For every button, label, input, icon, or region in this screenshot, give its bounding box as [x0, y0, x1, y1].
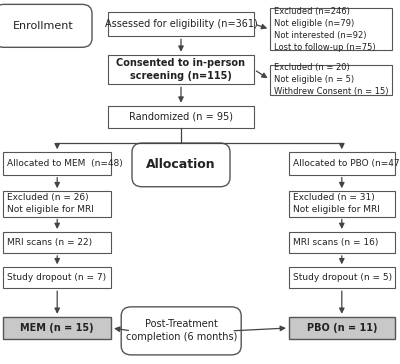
Text: Consented to in-person
screening (n=115): Consented to in-person screening (n=115)	[116, 58, 246, 81]
Text: MRI scans (n = 16): MRI scans (n = 16)	[293, 238, 378, 247]
FancyBboxPatch shape	[3, 152, 111, 175]
FancyBboxPatch shape	[108, 12, 254, 36]
FancyBboxPatch shape	[121, 307, 241, 355]
Text: Randomized (n = 95): Randomized (n = 95)	[129, 112, 233, 122]
FancyBboxPatch shape	[132, 143, 230, 187]
FancyBboxPatch shape	[289, 191, 395, 217]
FancyBboxPatch shape	[3, 317, 111, 339]
Text: Allocated to MEM  (n=48): Allocated to MEM (n=48)	[7, 159, 123, 168]
Text: PBO (n = 11): PBO (n = 11)	[306, 323, 377, 333]
FancyBboxPatch shape	[0, 4, 92, 47]
FancyBboxPatch shape	[108, 55, 254, 84]
FancyBboxPatch shape	[289, 267, 395, 288]
FancyBboxPatch shape	[289, 152, 395, 175]
Text: Excluded (n=246)
Not eligible (n=79)
Not interested (n=92)
Lost to follow-up (n=: Excluded (n=246) Not eligible (n=79) Not…	[274, 7, 376, 51]
Text: Excluded (n = 31)
Not eligible for MRI: Excluded (n = 31) Not eligible for MRI	[293, 193, 380, 214]
FancyBboxPatch shape	[3, 232, 111, 253]
Text: Allocation: Allocation	[146, 158, 216, 171]
FancyBboxPatch shape	[289, 317, 395, 339]
FancyBboxPatch shape	[270, 65, 392, 95]
Text: Post-Treatment
completion (6 months): Post-Treatment completion (6 months)	[126, 319, 237, 343]
FancyBboxPatch shape	[108, 106, 254, 128]
FancyBboxPatch shape	[3, 191, 111, 217]
Text: Study dropout (n = 7): Study dropout (n = 7)	[7, 273, 106, 282]
Text: Enrollment: Enrollment	[13, 21, 73, 31]
Text: Assessed for eligibility (n=361): Assessed for eligibility (n=361)	[105, 19, 257, 29]
FancyBboxPatch shape	[270, 8, 392, 50]
Text: MEM (n = 15): MEM (n = 15)	[20, 323, 94, 333]
Text: Excluded (n = 20)
Not eligible (n = 5)
Withdrew Consent (n = 15): Excluded (n = 20) Not eligible (n = 5) W…	[274, 63, 388, 96]
Text: Excluded (n = 26)
Not eligible for MRI: Excluded (n = 26) Not eligible for MRI	[7, 193, 94, 214]
FancyBboxPatch shape	[3, 267, 111, 288]
Text: Allocated to PBO (n=47): Allocated to PBO (n=47)	[293, 159, 400, 168]
Text: MRI scans (n = 22): MRI scans (n = 22)	[7, 238, 92, 247]
FancyBboxPatch shape	[289, 232, 395, 253]
Text: Study dropout (n = 5): Study dropout (n = 5)	[293, 273, 392, 282]
